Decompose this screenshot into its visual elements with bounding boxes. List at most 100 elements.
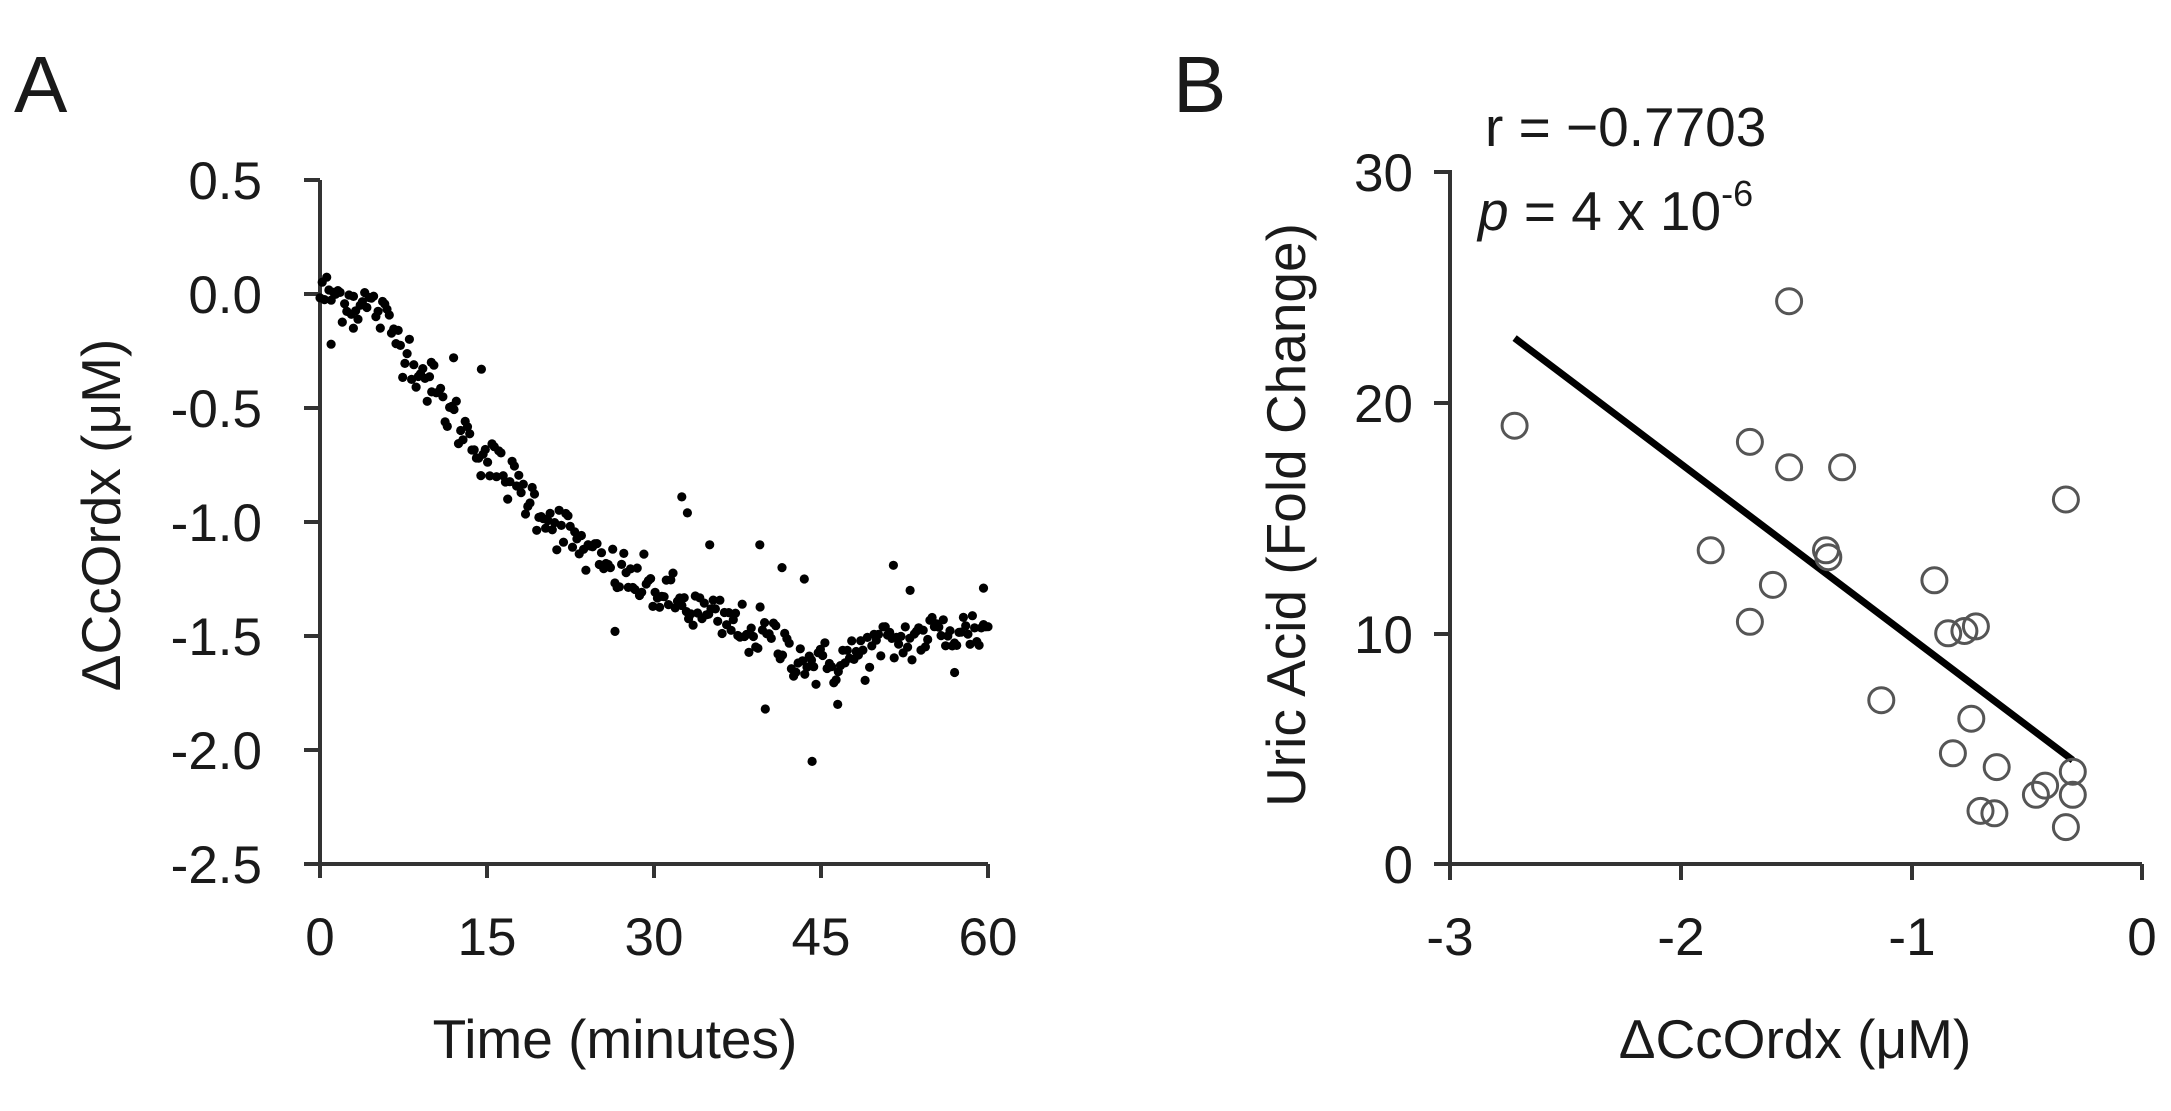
data-point (411, 382, 421, 392)
data-point (424, 372, 435, 382)
data-point (983, 622, 993, 632)
data-point (516, 488, 526, 498)
data-point (726, 625, 736, 635)
data-point (442, 421, 452, 431)
data-point (525, 498, 535, 508)
data-point (799, 574, 809, 584)
correlation-r-annotation: r = −0.7703 (1485, 96, 1766, 158)
data-point (485, 471, 495, 481)
data-point (858, 645, 868, 655)
data-point (876, 651, 886, 661)
data-point (319, 295, 330, 305)
data-point (632, 563, 642, 573)
data-point (970, 623, 980, 633)
data-point (1696, 536, 1725, 565)
data-point (1957, 704, 1986, 733)
data-point (480, 444, 490, 455)
data-point (682, 508, 693, 518)
y-tick-label: 0.0 (188, 266, 262, 325)
panel-b-x-axis-title: ΔCcOrdx (μM) (1619, 1008, 1972, 1070)
panel-b: B r = −0.7703 p = 4 x 10-6 30 20 10 0 -3… (1173, 40, 2157, 1070)
data-point (713, 616, 723, 626)
data-point (596, 548, 607, 558)
data-point (581, 565, 591, 575)
x-tick-label: 45 (792, 908, 851, 967)
data-point (384, 310, 394, 320)
data-point (496, 448, 506, 458)
data-point (705, 540, 715, 550)
data-point (958, 612, 969, 623)
data-point (476, 364, 486, 374)
panel-b-y-axis-title: Uric Acid (Fold Change) (1255, 223, 1317, 807)
data-point (777, 563, 787, 573)
data-point (404, 334, 414, 344)
x-tick-label: -3 (1426, 908, 1473, 967)
data-point (322, 272, 332, 282)
panel-a-x-ticks: 0 15 30 45 60 (305, 864, 1017, 967)
y-tick-label: -2.0 (171, 722, 262, 781)
data-point (753, 643, 763, 653)
data-point (905, 585, 915, 596)
data-point (760, 618, 770, 628)
data-point (509, 461, 519, 471)
panel-b-x-ticks: -3 -2 -1 0 (1426, 864, 2157, 967)
data-point (941, 641, 951, 651)
data-point (335, 287, 345, 297)
panel-a-y-axis-title: ΔCcOrdx (μM) (70, 339, 132, 692)
data-point (820, 638, 830, 648)
data-point (462, 422, 473, 432)
p-value-text: = 4 x 10 (1509, 180, 1722, 242)
data-point (748, 631, 759, 642)
data-point (963, 629, 973, 639)
y-tick-label: -0.5 (171, 380, 262, 439)
data-point (514, 470, 524, 480)
data-point (688, 620, 698, 630)
p-value-annotation: p = 4 x 10-6 (1476, 173, 1753, 242)
data-point (375, 323, 385, 333)
data-point (1500, 411, 1529, 440)
data-point (2058, 780, 2087, 809)
data-point (393, 325, 403, 335)
data-point (348, 291, 359, 301)
data-point (532, 525, 542, 535)
data-point (777, 650, 788, 660)
data-point (847, 636, 857, 646)
data-point (708, 595, 718, 605)
data-point (362, 302, 372, 313)
x-tick-label: 15 (458, 908, 517, 967)
data-point (1980, 799, 2009, 828)
data-point (610, 626, 620, 637)
data-point (639, 549, 649, 559)
data-point (409, 360, 419, 370)
data-point (809, 662, 819, 672)
data-point (369, 291, 379, 301)
data-point (945, 626, 955, 636)
data-point (451, 396, 461, 406)
data-point (800, 669, 810, 679)
data-point (505, 477, 515, 487)
data-point (724, 608, 734, 618)
panel-a-y-ticks: 0.5 0.0 -0.5 -1.0 -1.5 -2.0 -2.5 (171, 152, 320, 895)
data-point (637, 587, 647, 597)
data-point (889, 653, 899, 663)
data-point (842, 645, 852, 656)
data-point (592, 539, 602, 549)
data-point (614, 582, 625, 592)
y-tick-label: 30 (1354, 144, 1413, 203)
data-point (1920, 566, 1949, 595)
data-point (449, 404, 459, 415)
data-point (831, 675, 841, 685)
data-point (668, 568, 678, 578)
data-point (737, 599, 747, 609)
p-symbol: p (1476, 180, 1509, 242)
data-point (961, 621, 971, 631)
data-point (353, 314, 363, 324)
regression-line (1512, 335, 2075, 763)
data-point (760, 704, 770, 714)
data-point (503, 494, 513, 504)
y-tick-label: -1.5 (171, 608, 262, 667)
data-point (818, 650, 828, 661)
data-point (402, 349, 412, 359)
data-point (784, 638, 794, 648)
data-point (1775, 453, 1804, 482)
